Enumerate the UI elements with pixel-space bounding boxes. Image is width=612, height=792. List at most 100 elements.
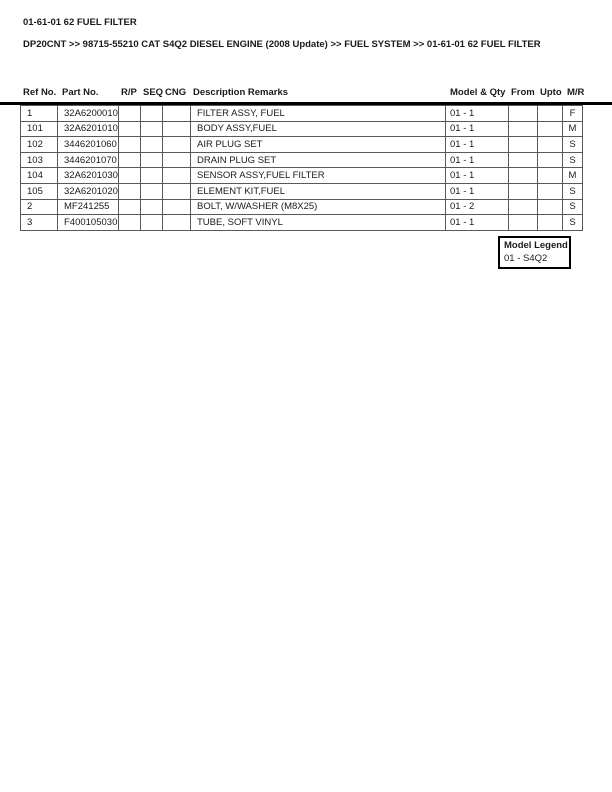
cell-part-no: 32A6200010 <box>57 105 119 122</box>
cell-part-no: 32A6201030 <box>57 167 119 184</box>
cell-rp <box>118 151 141 169</box>
cell-model-qty: 01 - 1 <box>445 136 509 153</box>
cell-seq <box>140 214 163 231</box>
cell-description: AIR PLUG SET <box>190 136 446 153</box>
page-title: 01-61-01 62 FUEL FILTER <box>23 17 137 28</box>
cell-model-qty: 01 - 1 <box>445 214 509 231</box>
header-rule-divider <box>0 102 612 105</box>
cell-part-no: MF241255 <box>57 198 119 216</box>
table-row: 102 3446201060 AIR PLUG SET 01 - 1 S <box>20 136 583 153</box>
parts-table-body: 1 32A6200010 FILTER ASSY, FUEL 01 - 1 F 101 32… <box>20 105 583 231</box>
cell-from <box>508 120 538 138</box>
cell-cng <box>162 182 191 200</box>
cell-mr: S <box>562 182 583 200</box>
cell-from <box>508 198 538 216</box>
column-header-mr: M/R <box>567 86 585 98</box>
table-row: 2 MF241255 BOLT, W/WASHER (M8X25) 01 - 2 S <box>20 198 583 216</box>
table-row: 104 32A6201030 SENSOR ASSY,FUEL FILTER 01 -… <box>20 167 583 184</box>
column-header-upto: Upto <box>540 86 562 98</box>
breadcrumb: DP20CNT >> 98715-55210 CAT S4Q2 DIESEL E… <box>23 39 541 50</box>
column-header-model-qty: Model & Qty <box>450 86 506 98</box>
cell-mr: S <box>562 214 583 231</box>
cell-description: ELEMENT KIT,FUEL <box>190 182 446 200</box>
cell-cng <box>162 105 191 122</box>
cell-model-qty: 01 - 2 <box>445 198 509 216</box>
cell-part-no: F400105030 <box>57 214 119 231</box>
column-header-cng: CNG <box>165 86 187 98</box>
cell-description: BOLT, W/WASHER (M8X25) <box>190 198 446 216</box>
cell-seq <box>140 120 163 138</box>
cell-description: TUBE, SOFT VINYL <box>190 214 446 231</box>
column-header-rp: R/P <box>121 86 137 98</box>
cell-ref-no: 105 <box>20 182 58 200</box>
cell-mr: F <box>562 105 583 122</box>
cell-ref-no: 102 <box>20 136 58 153</box>
cell-ref-no: 104 <box>20 167 58 184</box>
cell-from <box>508 182 538 200</box>
cell-seq <box>140 198 163 216</box>
cell-upto <box>537 182 563 200</box>
cell-upto <box>537 198 563 216</box>
cell-upto <box>537 167 563 184</box>
column-header-seq: SEQ <box>143 86 164 98</box>
table-column-headers: Ref No. Part No. R/P SEQ CNG Description… <box>20 84 585 100</box>
cell-from <box>508 167 538 184</box>
cell-upto <box>537 214 563 231</box>
cell-description: BODY ASSY,FUEL <box>190 120 446 138</box>
cell-rp <box>118 136 141 153</box>
cell-model-qty: 01 - 1 <box>445 167 509 184</box>
cell-cng <box>162 214 191 231</box>
cell-part-no: 32A6201010 <box>57 120 119 138</box>
model-legend-box: Model Legend 01 - S4Q2 <box>498 236 571 269</box>
cell-seq <box>140 105 163 122</box>
column-header-from: From <box>511 86 535 98</box>
model-legend-title: Model Legend <box>504 240 568 251</box>
cell-mr: M <box>562 120 583 138</box>
cell-cng <box>162 167 191 184</box>
cell-part-no: 3446201060 <box>57 136 119 153</box>
cell-from <box>508 214 538 231</box>
cell-ref-no: 103 <box>20 151 58 169</box>
cell-upto <box>537 151 563 169</box>
cell-description: DRAIN PLUG SET <box>190 151 446 169</box>
cell-from <box>508 136 538 153</box>
cell-ref-no: 1 <box>20 105 58 122</box>
cell-cng <box>162 136 191 153</box>
cell-description: SENSOR ASSY,FUEL FILTER <box>190 167 446 184</box>
table-row: 103 3446201070 DRAIN PLUG SET 01 - 1 S <box>20 151 583 169</box>
cell-seq <box>140 136 163 153</box>
cell-mr: S <box>562 198 583 216</box>
table-row: 105 32A6201020 ELEMENT KIT,FUEL 01 - 1 S <box>20 182 583 200</box>
cell-rp <box>118 167 141 184</box>
cell-rp <box>118 198 141 216</box>
cell-cng <box>162 151 191 169</box>
cell-model-qty: 01 - 1 <box>445 182 509 200</box>
cell-cng <box>162 198 191 216</box>
cell-upto <box>537 136 563 153</box>
cell-mr: S <box>562 151 583 169</box>
cell-rp <box>118 182 141 200</box>
cell-model-qty: 01 - 1 <box>445 151 509 169</box>
cell-model-qty: 01 - 1 <box>445 120 509 138</box>
cell-rp <box>118 120 141 138</box>
column-header-description: Description Remarks <box>193 86 289 98</box>
cell-upto <box>537 120 563 138</box>
cell-part-no: 32A6201020 <box>57 182 119 200</box>
cell-rp <box>118 105 141 122</box>
cell-rp <box>118 214 141 231</box>
table-row: 101 32A6201010 BODY ASSY,FUEL 01 - 1 M <box>20 120 583 138</box>
cell-model-qty: 01 - 1 <box>445 105 509 122</box>
cell-seq <box>140 167 163 184</box>
cell-from <box>508 151 538 169</box>
column-header-part-no: Part No. <box>62 86 99 98</box>
cell-mr: M <box>562 167 583 184</box>
cell-mr: S <box>562 136 583 153</box>
cell-upto <box>537 105 563 122</box>
table-row: 1 32A6200010 FILTER ASSY, FUEL 01 - 1 F <box>20 105 583 122</box>
cell-from <box>508 105 538 122</box>
table-row: 3 F400105030 TUBE, SOFT VINYL 01 - 1 S <box>20 214 583 231</box>
cell-ref-no: 101 <box>20 120 58 138</box>
cell-ref-no: 3 <box>20 214 58 231</box>
cell-seq <box>140 182 163 200</box>
